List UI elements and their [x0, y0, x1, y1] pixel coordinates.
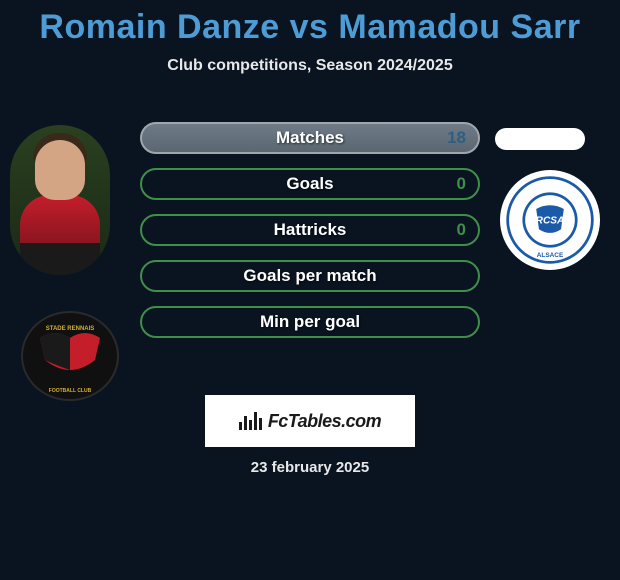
svg-text:ALSACE: ALSACE — [537, 252, 564, 259]
stat-value-right: 18 — [447, 128, 466, 148]
footer-brand-badge: FcTables.com — [205, 395, 415, 447]
svg-text:RCSA: RCSA — [536, 216, 565, 227]
stat-value-right: 0 — [457, 174, 466, 194]
stat-bar-matches: Matches 18 — [140, 122, 480, 154]
club-badge-right: RCSA RACING CLUB ALSACE — [500, 170, 600, 270]
stat-bar-goals: Goals 0 — [140, 168, 480, 200]
stat-bar-min-per-goal: Min per goal — [140, 306, 480, 338]
stat-label: Hattricks — [274, 220, 347, 240]
footer-date: 23 february 2025 — [0, 459, 620, 476]
chart-bars-icon — [239, 412, 262, 430]
club-badge-left: STADE RENNAIS FOOTBALL CLUB — [20, 310, 120, 402]
svg-text:STADE RENNAIS: STADE RENNAIS — [46, 326, 95, 332]
stat-bar-hattricks: Hattricks 0 — [140, 214, 480, 246]
svg-text:RACING CLUB: RACING CLUB — [504, 174, 547, 176]
footer-brand-text: FcTables.com — [268, 411, 381, 432]
player-photo-right-placeholder — [495, 128, 585, 150]
stat-label: Matches — [276, 128, 344, 148]
stat-bar-goals-per-match: Goals per match — [140, 260, 480, 292]
stat-label: Goals — [286, 174, 333, 194]
svg-text:FOOTBALL CLUB: FOOTBALL CLUB — [49, 388, 92, 394]
page-subtitle: Club competitions, Season 2024/2025 — [0, 57, 620, 75]
player-photo-left — [10, 125, 110, 275]
stat-value-right: 0 — [457, 220, 466, 240]
stat-label: Goals per match — [243, 266, 376, 286]
stat-label: Min per goal — [260, 312, 360, 332]
page-title: Romain Danze vs Mamadou Sarr — [0, 0, 620, 47]
